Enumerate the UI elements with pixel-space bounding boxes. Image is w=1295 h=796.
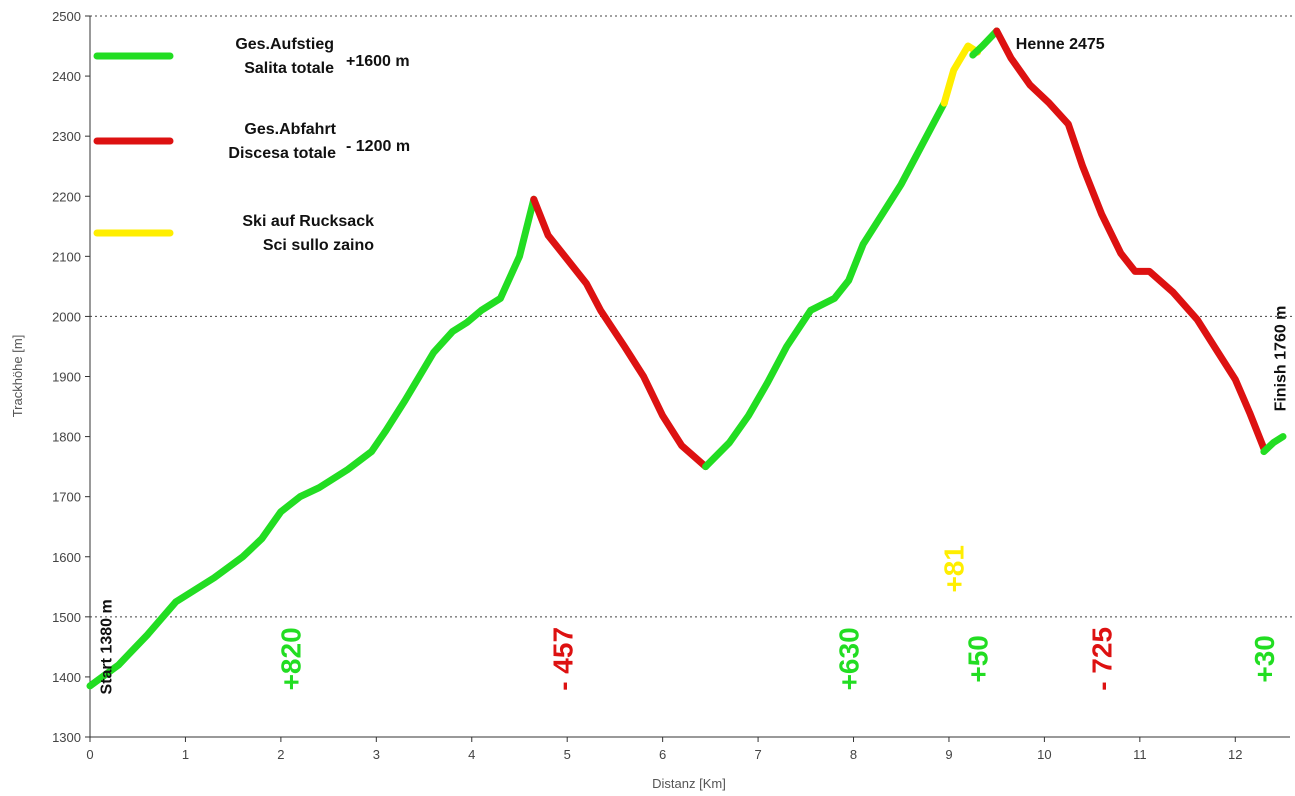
x-tick-label: 10 (1037, 747, 1051, 762)
x-tick-label: 2 (277, 747, 284, 762)
series-segment-descent (530, 195, 710, 471)
legend-label-line2: Discesa totale (228, 145, 336, 162)
x-tick-label: 3 (373, 747, 380, 762)
y-tick-label: 2300 (52, 129, 81, 144)
legend-label-line2: Sci sullo zaino (263, 237, 374, 254)
series-segment-ski_on_backpack (940, 42, 982, 107)
y-tick-label: 1400 (52, 670, 81, 685)
series-segment-ascent (86, 195, 538, 690)
x-tick-label: 4 (468, 747, 475, 762)
series-segment-ascent (702, 99, 948, 471)
legend-label-line1: Ges.Aufstieg (235, 36, 334, 53)
y-tick-label: 1800 (52, 430, 81, 445)
legend-label-line1: Ges.Abfahrt (244, 121, 336, 138)
y-tick-label: 2400 (52, 69, 81, 84)
legend: Ges.Aufstieg Salita totale +1600 m Ges.Abfa… (93, 36, 410, 254)
y-axis-title: Trackhöhe [m] (10, 335, 25, 418)
x-tick-label: 5 (564, 747, 571, 762)
x-tick-label: 1 (182, 747, 189, 762)
x-tick-label: 8 (850, 747, 857, 762)
annotation-label: Henne 2475 (1016, 36, 1105, 53)
y-tick-label: 2100 (52, 249, 81, 264)
y-tick-label: 1600 (52, 550, 81, 565)
legend-value: - 1200 m (346, 138, 410, 155)
segment-label: +820 (275, 627, 306, 690)
series-segment-ascent (1260, 433, 1287, 456)
legend-value: +1600 m (346, 53, 410, 70)
series-segment-ascent (969, 27, 1001, 59)
legend-label-line2: Salita totale (244, 60, 334, 77)
y-tick-label: 1500 (52, 610, 81, 625)
segment-label: - 725 (1087, 627, 1118, 691)
segment-label: +81 (939, 545, 970, 593)
segment-label: +30 (1249, 635, 1280, 683)
x-tick-label: 7 (754, 747, 761, 762)
y-tick-label: 2500 (52, 9, 81, 24)
series-segment-descent (993, 27, 1268, 453)
x-tick-label: 11 (1133, 747, 1147, 762)
x-axis-ticks: 0 1 2 3 4 5 6 7 8 9 10 11 12 (86, 737, 1243, 762)
annotation-label: Finish 1760 m (1273, 306, 1290, 412)
x-axis-title: Distanz [Km] (652, 776, 726, 791)
y-tick-label: 1700 (52, 490, 81, 505)
x-tick-label: 12 (1228, 747, 1242, 762)
x-tick-label: 0 (86, 747, 93, 762)
y-tick-label: 1900 (52, 370, 81, 385)
annotations: Start 1380 m Henne 2475 Finish 1760 m (99, 36, 1290, 694)
y-tick-label: 2000 (52, 309, 81, 324)
y-tick-label: 1300 (52, 730, 81, 745)
elevation-series (86, 27, 1287, 690)
segment-labels: +820 - 457 +630 +81 +50 - 725 +30 (275, 545, 1280, 691)
segment-label: - 457 (547, 627, 578, 691)
legend-label-line1: Ski auf Rucksack (242, 213, 374, 230)
gridlines (90, 15, 1292, 618)
y-axis-ticks: 1300 1400 1500 1600 1700 1800 1900 2000 2100 2200… (52, 9, 90, 745)
x-tick-label: 9 (945, 747, 952, 762)
annotation-label: Start 1380 m (99, 599, 116, 694)
segment-label: +50 (963, 635, 994, 683)
segment-label: +630 (834, 627, 865, 690)
y-tick-label: 2200 (52, 189, 81, 204)
x-tick-label: 6 (659, 747, 666, 762)
